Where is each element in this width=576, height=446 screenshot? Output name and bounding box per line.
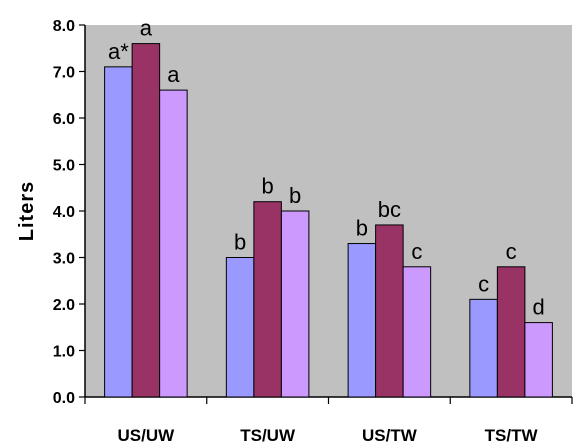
x-tick-label: US/UW <box>118 426 176 445</box>
bar-data-label: b <box>289 183 301 208</box>
bar <box>469 298 498 398</box>
bar <box>253 201 282 398</box>
y-tick-label: 3.0 <box>53 251 75 268</box>
bar-data-label: a <box>140 16 153 41</box>
bar-data-label: a* <box>108 39 129 64</box>
x-tick-label: TS/TW <box>485 426 539 445</box>
bar-data-label: bc <box>378 197 401 222</box>
bar <box>402 266 432 398</box>
x-tick-label: US/TW <box>362 426 418 445</box>
bar <box>225 257 255 398</box>
y-tick-label: 0.0 <box>53 390 75 407</box>
bars <box>104 43 553 398</box>
bar-data-label: b <box>262 174 274 199</box>
bar-data-label: a <box>167 62 180 87</box>
bar <box>280 210 310 398</box>
bar <box>131 43 161 398</box>
bar-data-label: c <box>478 271 489 296</box>
bar-data-label: b <box>356 216 368 241</box>
bar-data-label: c <box>411 239 422 264</box>
bar-data-label: d <box>533 295 545 320</box>
axis-ticks: 0.0 1.0 2.0 3.0 4.0 5.0 6.0 7.0 8.0 US/UW TS/UW US/… <box>53 18 573 445</box>
y-tick-label: 4.0 <box>53 204 75 221</box>
bar <box>375 224 404 398</box>
y-tick-label: 2.0 <box>53 297 75 314</box>
bar <box>159 89 188 398</box>
bar <box>104 66 133 398</box>
x-tick-label: TS/UW <box>240 426 296 445</box>
y-tick-label: 7.0 <box>53 65 75 82</box>
y-tick-label: 6.0 <box>53 111 75 128</box>
bar <box>524 322 553 398</box>
y-axis-label: Liters <box>16 181 38 241</box>
y-tick-label: 5.0 <box>53 158 75 175</box>
bar <box>496 266 526 398</box>
bar <box>347 243 377 398</box>
bar-data-label: c <box>506 239 517 264</box>
y-tick-label: 8.0 <box>53 18 75 35</box>
y-tick-label: 1.0 <box>53 344 75 361</box>
bar-data-label: b <box>234 230 246 255</box>
